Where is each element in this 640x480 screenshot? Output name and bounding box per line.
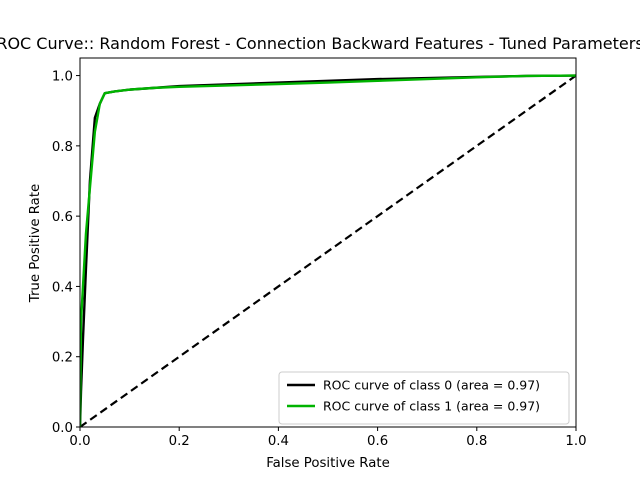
legend-label-class-1: ROC curve of class 1 (area = 0.97) bbox=[323, 399, 540, 414]
y-tick-label: 0.2 bbox=[52, 351, 73, 366]
legend-label-class-0: ROC curve of class 0 (area = 0.97) bbox=[323, 378, 540, 393]
legend-box bbox=[278, 371, 570, 425]
plot-area bbox=[79, 57, 577, 428]
chart-title: ROC Curve:: Random Forest - Connection B… bbox=[0, 34, 640, 53]
x-tick-label: 0.6 bbox=[367, 434, 388, 449]
series-group bbox=[80, 74, 576, 427]
x-tick-label: 0.8 bbox=[466, 434, 487, 449]
x-tick-label: 1.0 bbox=[565, 434, 586, 449]
x-axis-label: False Positive Rate bbox=[266, 456, 390, 471]
x-tick-label: 0.0 bbox=[69, 434, 90, 449]
y-tick-label: 0.0 bbox=[52, 421, 73, 436]
y-tick-label: 0.8 bbox=[52, 140, 73, 155]
chance-diagonal-line bbox=[80, 74, 576, 427]
x-tick-label: 0.4 bbox=[268, 434, 289, 449]
y-tick-label: 0.4 bbox=[52, 280, 73, 295]
y-axis-label: True Positive Rate bbox=[28, 184, 43, 303]
roc-line-class-1 bbox=[80, 74, 576, 427]
y-tick-label: 1.0 bbox=[52, 70, 73, 85]
axes-frame bbox=[79, 57, 577, 428]
legend: ROC curve of class 0 (area = 0.97) ROC cu… bbox=[278, 371, 570, 425]
axis-ticks: 0.0 0.2 0.4 0.6 0.8 1.0 0.0 0.2 0.4 0.6 0.8 1.0 bbox=[52, 70, 587, 449]
x-tick-label: 0.2 bbox=[169, 434, 190, 449]
y-tick-label: 0.6 bbox=[52, 210, 73, 225]
